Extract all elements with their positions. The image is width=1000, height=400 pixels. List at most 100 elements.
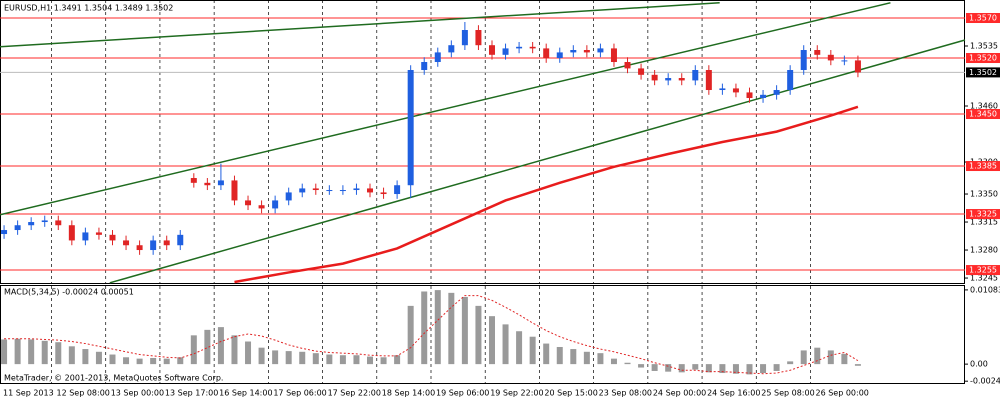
macd-bar — [380, 357, 387, 365]
chart-title: EURUSD,H1 1.3491 1.3504 1.3489 1.3502 — [4, 4, 173, 13]
candle-body — [732, 88, 739, 93]
candle-body — [177, 234, 184, 246]
macd-title: MACD(5,34,5) -0.00024 0.00051 — [4, 288, 134, 297]
macd-bar — [502, 324, 509, 365]
macd-bar — [285, 351, 292, 365]
macd-bar — [272, 350, 279, 365]
candle-body — [82, 232, 89, 241]
macd-bar — [529, 336, 536, 365]
macd-bar — [123, 357, 130, 365]
candle-body — [217, 180, 224, 186]
macd-bar — [95, 351, 102, 365]
macd-tick-label: 0.01083 — [970, 285, 1000, 294]
macd-bar — [353, 355, 360, 365]
macd-bar — [55, 342, 62, 365]
x-tick-label: 13 Sep 17:00 — [165, 389, 218, 398]
candle-body — [746, 92, 753, 99]
macd-signal — [4, 295, 859, 375]
macd-bar — [732, 364, 739, 374]
candle-body — [14, 225, 21, 231]
macd-tick-label: 0.00 — [970, 360, 988, 369]
candle-body — [258, 205, 265, 209]
x-tick-label: 24 Sep 00:00 — [653, 389, 706, 398]
candle-body — [800, 50, 807, 71]
candle-body — [638, 68, 645, 75]
macd-bar — [1, 339, 8, 365]
macd-bar — [746, 364, 753, 375]
candle-body — [516, 46, 523, 49]
macd-bar — [421, 291, 428, 365]
candle-body — [610, 48, 617, 63]
macd-bar — [109, 354, 116, 365]
level-label: 1.3255 — [969, 266, 997, 275]
candle-body — [68, 225, 75, 241]
candle-body — [28, 222, 35, 226]
macd-bar — [41, 340, 48, 365]
macd-bar — [665, 364, 672, 372]
macd-bar — [570, 349, 577, 365]
macd-bar — [367, 356, 374, 365]
macd-bar — [854, 364, 861, 366]
candle-body — [407, 70, 414, 186]
level-label: 1.3385 — [969, 162, 997, 171]
x-tick-label: 12 Sep 08:00 — [57, 389, 110, 398]
macd-bar — [434, 290, 441, 365]
footer: MetaTrader, © 2001-2013, MetaQuotes Soft… — [4, 374, 223, 383]
y-tick-label: 1.3350 — [970, 190, 998, 199]
candle-body — [556, 52, 563, 59]
macd-bar — [82, 349, 89, 365]
macd-bar — [461, 296, 468, 365]
candle-body — [55, 220, 62, 226]
moving-average — [234, 105, 859, 284]
macd-bar — [150, 357, 157, 365]
candle-body — [394, 185, 401, 195]
macd-bar — [556, 346, 563, 365]
macd-bar — [516, 331, 523, 365]
x-tick-label: 17 Sep 06:00 — [273, 389, 326, 398]
candle-body — [380, 192, 387, 195]
candle-body — [1, 230, 8, 235]
macd-bar — [231, 335, 238, 365]
macd-bar — [245, 341, 252, 365]
candle-body — [272, 200, 279, 209]
candle-body — [367, 188, 374, 193]
macd-bar — [394, 355, 401, 365]
price-tag — [966, 67, 1000, 78]
candle-body — [529, 46, 536, 49]
candle-body — [475, 30, 482, 46]
candle-body — [760, 94, 767, 99]
x-tick-label: 24 Sep 16:00 — [707, 389, 760, 398]
level-tag — [966, 109, 1000, 120]
y-tick-label: 1.3460 — [970, 102, 998, 111]
macd-bar — [312, 353, 319, 365]
macd-bar — [814, 347, 821, 365]
price-pane — [0, 0, 965, 284]
candle-body — [787, 70, 794, 91]
macd-pane — [0, 285, 965, 384]
x-tick-label: 23 Sep 08:00 — [599, 389, 652, 398]
candle-body — [95, 232, 102, 235]
candle-body — [190, 178, 197, 183]
candle-body — [231, 180, 238, 201]
candle-body — [163, 240, 170, 246]
macd-bar — [339, 355, 346, 365]
macd-bar — [28, 339, 35, 365]
candle-body — [543, 48, 550, 59]
candle-body — [854, 60, 861, 73]
candle-body — [624, 62, 631, 69]
level-label: 1.3450 — [969, 110, 997, 119]
candle-body — [285, 192, 292, 201]
macd-bar — [217, 327, 224, 365]
candle-body — [583, 50, 590, 53]
candle-body — [773, 90, 780, 95]
candle-body — [665, 78, 672, 81]
level-tag — [966, 161, 1000, 172]
candle-body — [312, 188, 319, 191]
x-tick-label: 11 Sep 2013 — [3, 389, 54, 398]
candle-body — [651, 74, 658, 81]
candle-body — [421, 62, 428, 71]
macd-bar — [14, 338, 21, 365]
candle-body — [461, 30, 468, 46]
candle-body — [299, 188, 306, 193]
